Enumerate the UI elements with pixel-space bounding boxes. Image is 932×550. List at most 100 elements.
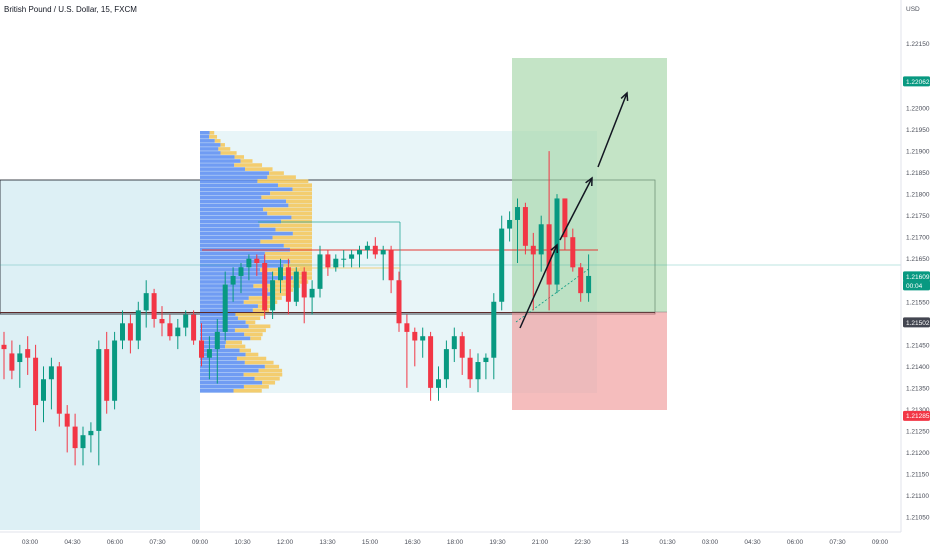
candle-body (372, 245, 378, 255)
vp-bar-sell (200, 259, 291, 264)
candle-body (451, 336, 457, 350)
vp-bar-buy (209, 131, 215, 135)
time-tick-label: 09:00 (872, 539, 889, 546)
vp-bar-buy (253, 284, 301, 288)
vp-bar-sell (200, 151, 221, 155)
vp-bar-sell (200, 227, 276, 232)
vp-bar-sell (200, 183, 278, 188)
price-axis[interactable]: USD1.221501.220001.219501.219001.218501.… (900, 0, 930, 532)
vp-bar-buy (260, 239, 312, 244)
vp-bar-buy (262, 380, 276, 385)
vp-bar-buy (243, 384, 269, 389)
vp-bar-buy (243, 372, 283, 377)
vp-bar-buy (267, 175, 296, 179)
candle-body (214, 331, 220, 350)
trend-arrow-2-head (585, 176, 593, 187)
vp-bar-sell (200, 159, 241, 163)
candle-body (96, 349, 102, 431)
vp-bar-buy (248, 324, 271, 329)
candle-body (443, 349, 449, 380)
vp-bar-sell (200, 280, 273, 284)
candle-body (301, 271, 307, 298)
vp-bar-buy (272, 272, 312, 276)
vp-bar-buy (267, 211, 312, 216)
vp-bar-sell (200, 276, 293, 280)
candle-body (206, 349, 212, 358)
vp-bar-buy (292, 231, 312, 236)
candle-body (309, 288, 315, 298)
price-tag-label: 1.21609 (906, 274, 930, 281)
vp-bar-sell (200, 139, 215, 143)
candle-body (270, 280, 276, 311)
candle-body (586, 275, 592, 294)
vp-bar-buy (283, 264, 312, 268)
vp-bar-sell (200, 199, 286, 204)
candle-body (396, 280, 402, 324)
candle-body (104, 349, 110, 401)
vp-bar-buy (269, 171, 284, 175)
candle-body (191, 314, 197, 341)
vp-bar-sell (200, 175, 268, 179)
candle-body (262, 263, 268, 311)
vp-bar-sell (200, 215, 292, 220)
price-tick-label: 1.21700 (906, 235, 930, 242)
price-tag-label: 00:04 (906, 283, 923, 290)
vp-bar-buy (283, 243, 312, 248)
time-axis[interactable]: 03:00 04:30 06:00 07:30 09:00 10:30 12:00 13:30… (0, 531, 901, 546)
vp-bar-sell (200, 203, 289, 208)
price-tick-label: 1.21800 (906, 192, 930, 199)
candle-body (143, 293, 149, 311)
trend-arrow-1-head (550, 243, 558, 254)
vp-bar-buy (243, 300, 278, 304)
candle-body (64, 413, 70, 427)
vp-bar-sell (200, 239, 261, 244)
candle-body (467, 357, 473, 380)
vp-bar-buy (234, 163, 263, 167)
candle-body (380, 250, 386, 255)
time-tick-label: 19:30 (489, 539, 506, 546)
time-tick-label: 18:00 (447, 539, 464, 546)
trend-arrow-1 (519, 244, 558, 329)
price-tick-label: 1.21100 (906, 493, 929, 500)
vp-bar-sell (200, 268, 261, 272)
candle-body (515, 207, 520, 220)
trend-arrow-3-head (620, 91, 629, 102)
price-tag-label: 1.21502 (906, 320, 930, 327)
vp-bar-buy (234, 328, 266, 333)
vp-bar-buy (250, 336, 262, 341)
vp-bar-buy (261, 195, 312, 200)
vp-bar-sell (200, 380, 263, 385)
candle-body (388, 250, 394, 281)
vp-bar-buy (254, 376, 280, 381)
vp-bar-sell (200, 143, 221, 147)
candle-body (80, 435, 86, 449)
vp-bar-buy (225, 344, 246, 349)
candle-body (420, 336, 426, 341)
candle-body (285, 267, 291, 302)
vp-bar-buy (264, 251, 312, 256)
chart-title: British Pound / U.S. Dollar, 15, FXCM (4, 5, 137, 14)
time-tick-label: 10:30 (234, 539, 251, 546)
vp-bar-sell (200, 135, 210, 139)
price-tick-label: 1.21750 (906, 213, 930, 220)
vp-bar-buy (263, 207, 312, 212)
time-tick-label: 07:30 (149, 539, 166, 546)
candle-body (364, 245, 370, 251)
candle-body (1, 344, 7, 350)
vp-bar-buy (240, 159, 253, 163)
vp-bar-buy (218, 147, 231, 151)
vp-bar-buy (264, 364, 280, 369)
vp-bar-buy (285, 199, 312, 204)
vp-bar-buy (209, 135, 218, 139)
vp-bar-sell (200, 167, 246, 171)
time-tick-label: 09:00 (192, 539, 209, 546)
price-tag-label: 1.21285 (906, 413, 930, 420)
vp-bar-buy (258, 368, 283, 373)
vp-bar-buy (270, 292, 287, 296)
candle-body (475, 362, 481, 380)
time-tick-label: 22:30 (574, 539, 591, 546)
vp-bar-sell (200, 255, 266, 260)
candle-body (25, 349, 31, 358)
price-tick-label: 1.21950 (906, 127, 930, 134)
